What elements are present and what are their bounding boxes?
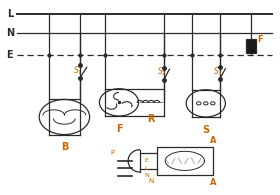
Text: F: F xyxy=(116,124,122,134)
Text: $S_1$: $S_1$ xyxy=(73,65,83,77)
Text: B: B xyxy=(61,142,68,152)
Text: $S_3$: $S_3$ xyxy=(213,66,223,78)
Text: R: R xyxy=(148,114,155,124)
Text: N: N xyxy=(149,178,154,184)
Bar xyxy=(246,39,256,53)
Text: N: N xyxy=(6,28,14,38)
Bar xyxy=(157,147,213,175)
Text: E: E xyxy=(6,50,13,60)
Text: L: L xyxy=(144,166,148,171)
Text: N: N xyxy=(144,173,149,178)
Text: F: F xyxy=(258,35,263,43)
Text: A: A xyxy=(209,178,216,187)
Text: E: E xyxy=(144,158,148,163)
Text: $S_2$: $S_2$ xyxy=(157,66,167,78)
Text: P: P xyxy=(110,151,114,156)
Text: A: A xyxy=(209,136,216,145)
Text: S: S xyxy=(202,125,209,135)
Text: L: L xyxy=(7,9,13,19)
